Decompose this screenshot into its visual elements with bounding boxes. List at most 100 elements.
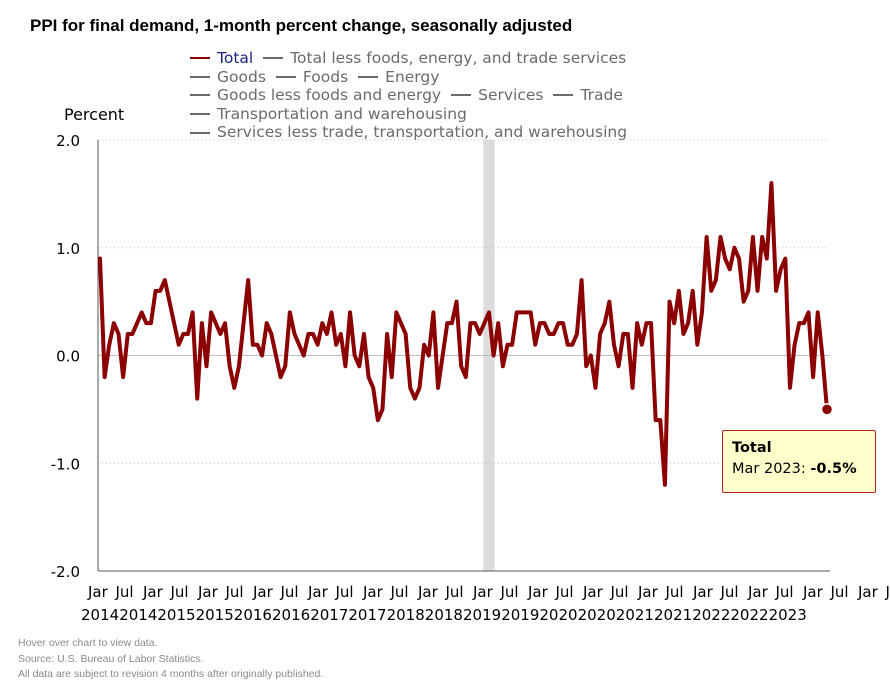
legend-label: Foods	[302, 67, 349, 86]
x-tick-month: Jul	[335, 583, 354, 601]
y-tick-label: -1.0	[51, 455, 80, 473]
x-tick-month: Jar	[417, 583, 439, 601]
legend-item-transportation-and-warehousing[interactable]: Transportation and warehousing	[190, 105, 467, 124]
x-tick-year: 2020	[539, 606, 577, 624]
x-tick-month: Jar	[802, 583, 824, 601]
x-tick-month: Jul	[445, 583, 464, 601]
chart-legend: Total Total less foods, energy, and trade…	[190, 49, 637, 142]
legend-swatch	[190, 75, 210, 78]
tooltip-title: Total	[732, 440, 772, 456]
chart-notes: Hover over chart to view data. Source: U…	[18, 636, 323, 683]
x-tick-month: Jar	[197, 583, 219, 601]
legend-label: Services less trade, transportation, and…	[217, 123, 628, 142]
legend-row: Goods Foods Energy	[190, 68, 637, 87]
legend-label: Transportation and warehousing	[217, 104, 467, 123]
series-line-total	[98, 181, 829, 487]
legend-label: Services	[478, 86, 544, 105]
x-tick-year: 2021	[616, 606, 654, 624]
x-tick-month: Jar	[362, 583, 384, 601]
x-tick-month: Jar	[142, 583, 164, 601]
legend-item-foods[interactable]: Foods	[275, 67, 349, 87]
legend-swatch	[451, 94, 472, 97]
y-tick-label: 1.0	[56, 240, 80, 258]
x-tick-month: Jul	[500, 583, 519, 601]
x-tick-year: 2016	[234, 606, 272, 624]
x-tick-month: Jar	[582, 583, 604, 601]
x-tick-year: 2014	[119, 606, 157, 624]
y-tick-label: 0.0	[56, 348, 80, 366]
legend-label: Energy	[385, 67, 440, 86]
legend-row: Services less trade, transportation, and…	[190, 123, 637, 142]
line-chart[interactable]: 2.0 1.0 0.0 -1.0 -2.0 Jar Jul Jar Jul Jar Jul Jar Ju…	[0, 0, 890, 630]
x-tick-month: Jar	[637, 583, 659, 601]
x-tick-month: Jul	[775, 583, 794, 601]
legend-item-energy[interactable]: Energy	[358, 68, 439, 87]
x-tick-month: Jul	[225, 583, 244, 601]
legend-label: Total	[217, 49, 254, 67]
x-tick-year: 2016	[272, 606, 310, 624]
legend-row: Transportation and warehousing	[190, 105, 637, 124]
x-tick-month: Jar	[87, 583, 109, 601]
chart-title: PPI for final demand, 1-month percent ch…	[30, 16, 573, 35]
x-tick-month: Jar	[252, 583, 274, 601]
x-tick-month: Jul	[665, 583, 684, 601]
x-tick-month: Jar	[472, 583, 494, 601]
x-tick-year: 2017	[310, 606, 348, 624]
legend-item-goods[interactable]: Goods	[190, 68, 266, 87]
x-tick-month: Jar	[857, 583, 879, 601]
x-tick-year: 2017	[348, 606, 386, 624]
legend-swatch	[275, 75, 296, 78]
x-tick-month: Jar	[692, 583, 714, 601]
legend-swatch	[553, 94, 574, 97]
x-tick-month: Jul	[115, 583, 134, 601]
legend-swatch	[190, 57, 210, 60]
legend-item-goods-less-foods-and-energy[interactable]: Goods less foods and energy	[190, 86, 441, 105]
highlight-point	[820, 403, 834, 416]
x-tick-month: Jar	[527, 583, 549, 601]
revision-note: All data are subject to revision 4 month…	[18, 668, 324, 680]
x-tick-month: Jul	[720, 583, 739, 601]
x-tick-year: 2022	[692, 606, 730, 624]
legend-item-services[interactable]: Services	[451, 86, 543, 105]
x-tick-month: Jul	[610, 583, 629, 601]
legend-item-trade[interactable]: Trade	[553, 86, 623, 105]
legend-swatch	[358, 75, 379, 78]
x-tick-month: Jul	[170, 583, 189, 601]
x-tick-month: Jul	[885, 583, 890, 601]
x-tick-year: 2022	[730, 606, 768, 624]
legend-label: Total less foods, energy, and trade serv…	[290, 49, 627, 67]
x-tick-year: 2019	[463, 606, 501, 624]
y-tick-label: -2.0	[51, 563, 80, 581]
x-tick-month: Jul	[390, 583, 409, 601]
legend-swatch	[190, 131, 210, 134]
legend-swatch	[190, 94, 210, 97]
x-tick-year: 2015	[196, 606, 234, 624]
x-tick-month: Jul	[830, 583, 849, 601]
legend-label: Goods	[217, 67, 266, 86]
legend-item-services-less-trade-transportation-and-warehousing[interactable]: Services less trade, transportation, and…	[190, 123, 627, 142]
x-tick-month: Jul	[280, 583, 299, 601]
legend-row: Total Total less foods, energy, and trade…	[190, 49, 637, 68]
x-tick-year: 2018	[387, 606, 425, 624]
x-tick-month: Jar	[307, 583, 329, 601]
legend-item-total[interactable]: Total	[190, 49, 253, 68]
hover-note: Hover over chart to view data.	[18, 637, 158, 649]
legend-label: Goods less foods and energy	[217, 86, 442, 105]
legend-row: Goods less foods and energy Services Trade	[190, 86, 637, 105]
legend-swatch	[263, 57, 284, 60]
y-tick-label: 2.0	[56, 132, 80, 150]
x-tick-month: Jul	[555, 583, 574, 601]
legend-swatch	[190, 113, 210, 116]
x-tick-year: 2014	[81, 606, 119, 624]
x-tick-year: 2023	[769, 606, 807, 624]
source-note: Source: U.S. Bureau of Labor Statistics.	[18, 652, 204, 665]
tooltip-value: -0.5%	[810, 461, 857, 477]
x-tick-year: 2020	[578, 606, 616, 624]
x-tick-year: 2015	[157, 606, 195, 624]
x-tick-year: 2021	[654, 606, 692, 624]
data-tooltip: Total Mar 2023: -0.5%	[722, 430, 876, 493]
y-axis-label: Percent	[64, 105, 125, 124]
x-tick-year: 2018	[425, 606, 463, 624]
tooltip-label: Mar 2023:	[732, 461, 811, 477]
legend-item-total-less-foods-energy-and-trade-services[interactable]: Total less foods, energy, and trade serv…	[263, 49, 626, 68]
